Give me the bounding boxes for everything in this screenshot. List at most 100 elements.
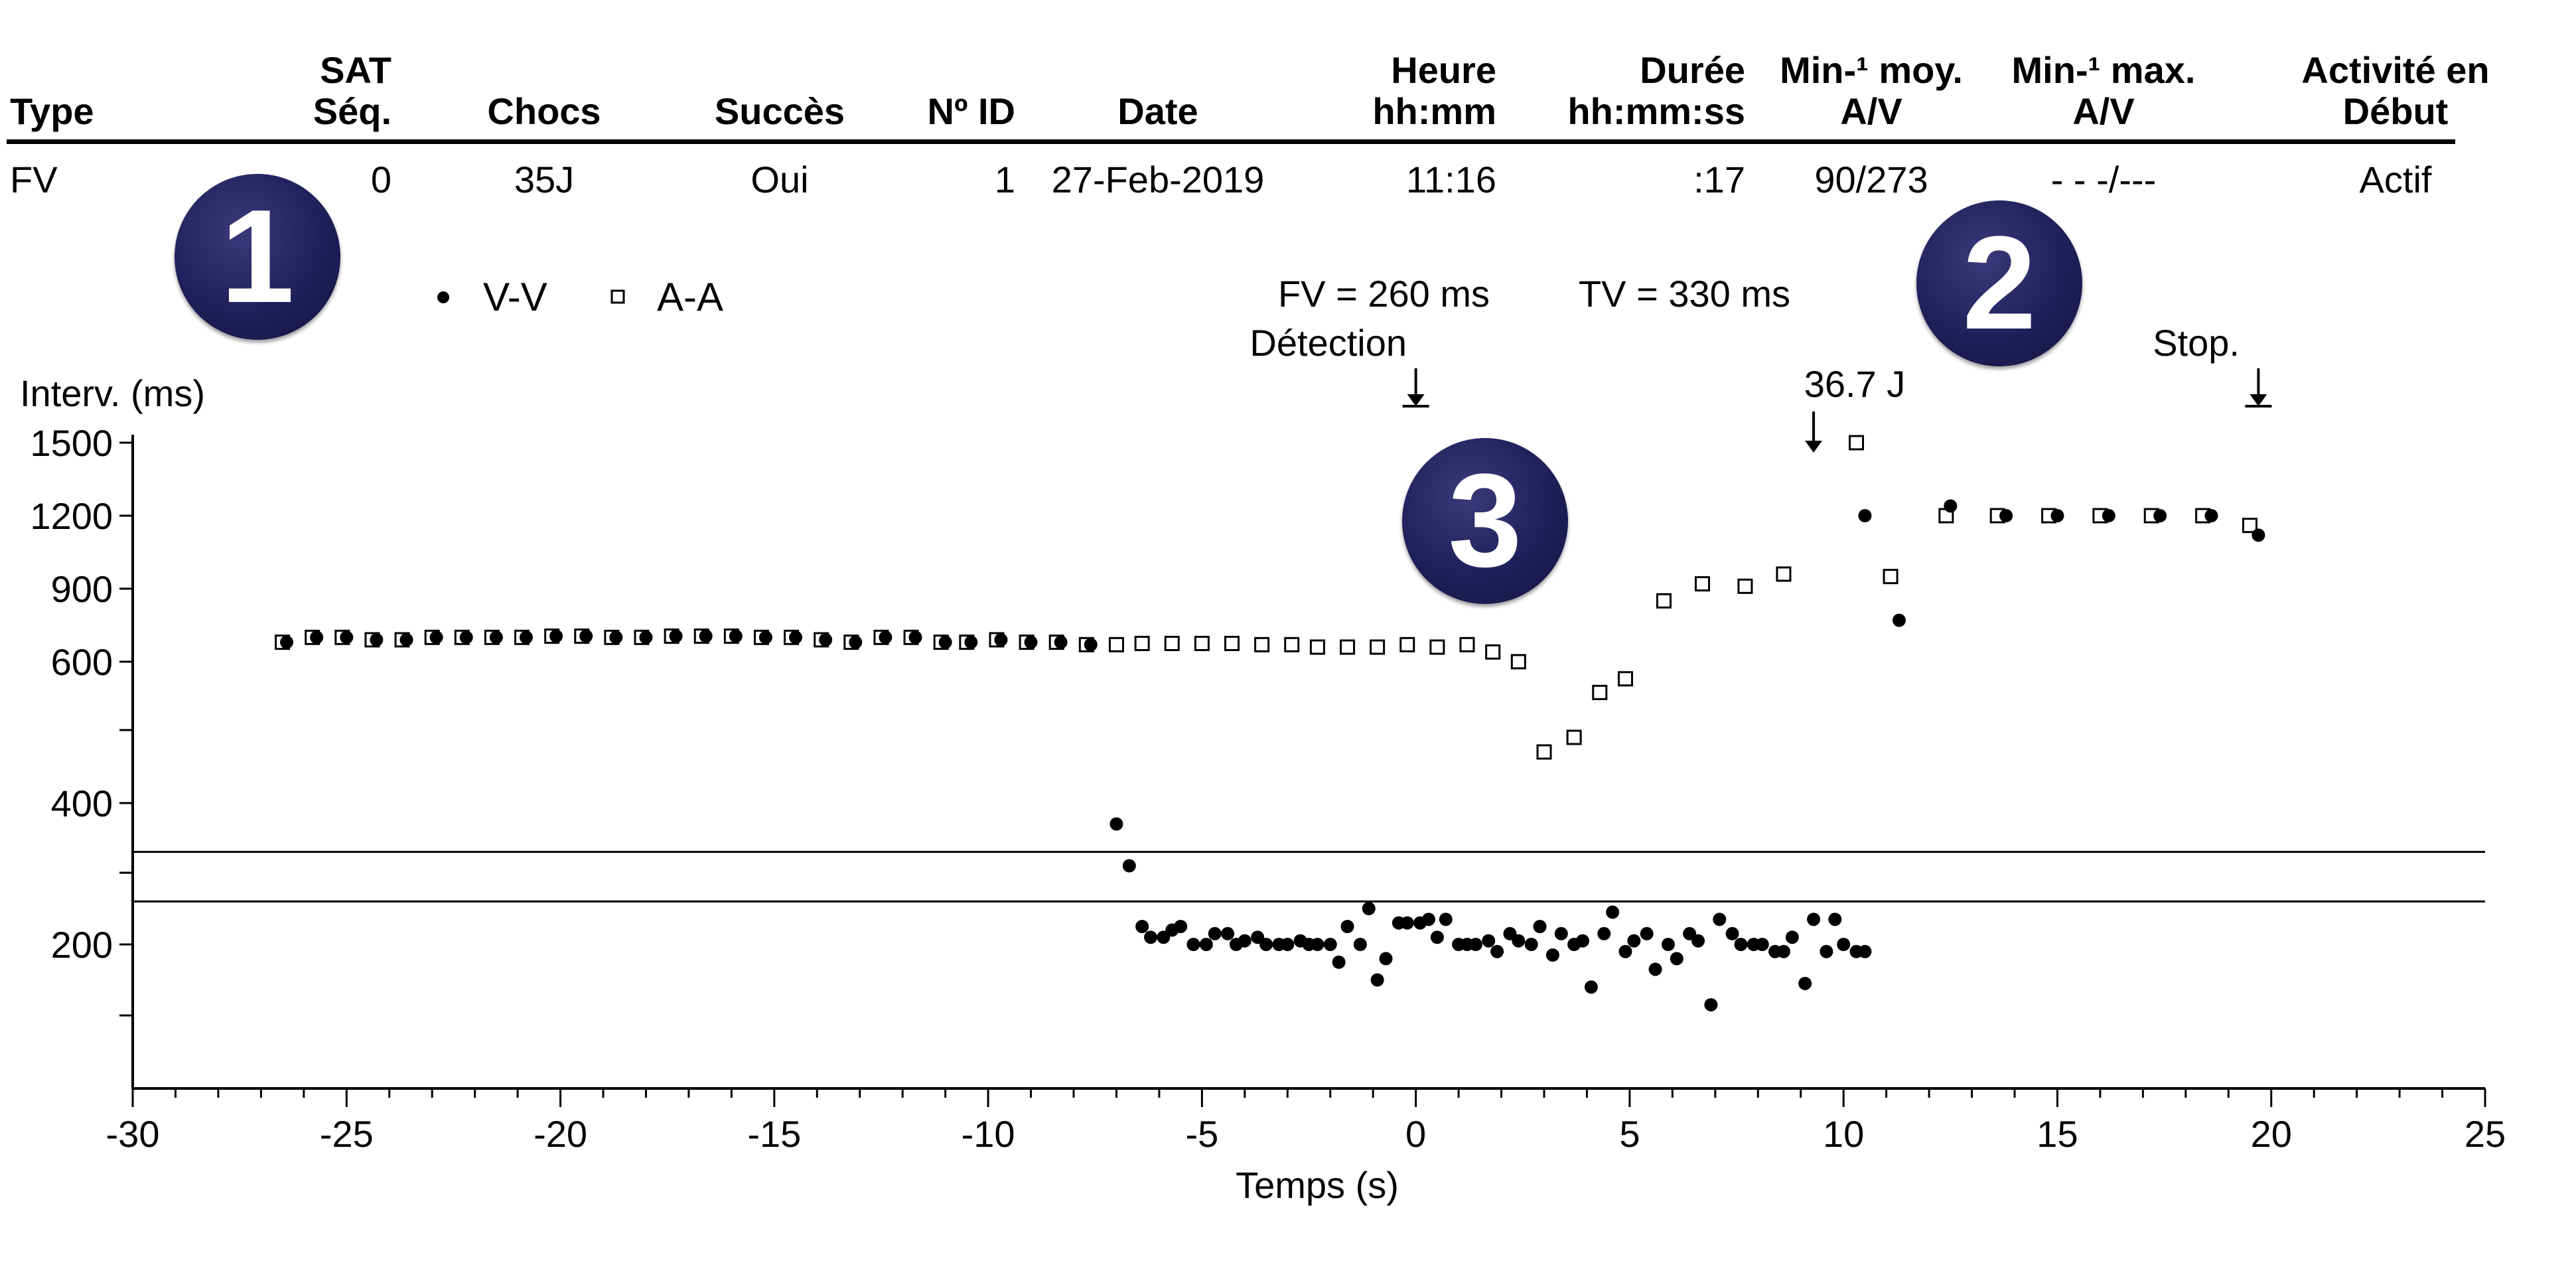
vv-point <box>2050 509 2064 522</box>
aa-point <box>1485 644 1501 660</box>
x-tick-label: -20 <box>534 1113 587 1155</box>
vv-point <box>310 631 324 644</box>
vv-point <box>519 631 533 644</box>
aa-point <box>1566 729 1582 745</box>
vv-point <box>2252 528 2265 542</box>
x-tick-label: -10 <box>962 1113 1015 1155</box>
vv-point <box>1584 980 1598 994</box>
vv-point <box>1421 913 1435 927</box>
vv-point <box>1691 934 1705 948</box>
vv-point <box>549 629 563 643</box>
vv-point <box>1144 930 1158 944</box>
header-line1: Heure <box>1391 49 1496 91</box>
vv-point <box>1379 952 1393 966</box>
vv-point <box>1332 955 1346 969</box>
vv-point <box>1597 927 1611 940</box>
aa-point <box>1536 744 1552 760</box>
vv-point <box>340 631 354 644</box>
vv-point <box>489 631 503 644</box>
vv-point <box>1892 613 1906 627</box>
vv-point <box>1482 934 1496 948</box>
x-tick-label: -30 <box>106 1113 160 1155</box>
legend-aa-label: A-A <box>657 275 723 319</box>
vv-point <box>1554 927 1568 940</box>
vv-point <box>1858 509 1872 522</box>
y-tick-label: 1200 <box>30 495 113 537</box>
table-cell: 90/273 <box>1814 159 1928 200</box>
header-line2: Chocs <box>487 90 601 132</box>
header-line2: Date <box>1117 90 1198 132</box>
aa-point <box>2242 518 2257 534</box>
vv-point <box>639 631 653 644</box>
stop-label: Stop. <box>2153 322 2240 364</box>
detection-arrow-head <box>1407 394 1425 406</box>
header-rule <box>7 139 2455 144</box>
vv-point <box>1199 938 1213 951</box>
vv-point <box>1820 944 1833 958</box>
vv-point <box>429 631 443 644</box>
badge-3: 3 <box>1402 438 1568 604</box>
x-tick-label: 15 <box>2037 1113 2078 1155</box>
vv-point <box>1606 905 1620 919</box>
vv-point <box>1798 976 1812 990</box>
vv-point <box>1024 635 1038 649</box>
shock-label: 36.7 J <box>1804 363 1906 405</box>
vv-point <box>1785 930 1799 944</box>
x-axis-label: Temps (s) <box>1236 1164 1399 1206</box>
table-cell: Actif <box>2359 159 2432 200</box>
vv-point <box>699 629 713 643</box>
badge-2: 2 <box>1916 200 2082 366</box>
x-tick-label: 20 <box>2251 1113 2292 1155</box>
vv-point <box>1618 944 1632 958</box>
x-tick-label: -25 <box>320 1113 374 1155</box>
vv-point <box>1704 998 1718 1011</box>
vv-point <box>879 631 893 644</box>
y-tick-label: 1500 <box>30 422 113 464</box>
vv-point <box>1323 938 1337 951</box>
table-cell: 1 <box>994 159 1015 200</box>
header-line2: hh:mm:ss <box>1567 90 1745 132</box>
y-axis-label: Interv. (ms) <box>20 372 205 414</box>
table-cell: 11:16 <box>1406 159 1496 200</box>
aa-point <box>1429 639 1445 655</box>
vv-point <box>1439 913 1453 927</box>
vv-point <box>1776 944 1790 958</box>
aa-point <box>1194 636 1210 651</box>
aa-point <box>1592 684 1608 700</box>
header-line2: hh:mm <box>1372 90 1496 132</box>
aa-point <box>1459 636 1475 652</box>
vv-point <box>1281 938 1295 951</box>
vv-point <box>1238 934 1252 948</box>
aa-point <box>1164 636 1180 651</box>
aa-point <box>1510 654 1526 670</box>
vv-point <box>1353 938 1367 951</box>
vv-point <box>1370 973 1384 987</box>
vv-point <box>1186 938 1200 951</box>
vv-point <box>1084 638 1098 652</box>
y-tick-label: 600 <box>51 641 113 683</box>
table-cell: 0 <box>370 159 392 200</box>
header-line2: Nº ID <box>927 90 1015 132</box>
aa-point <box>1108 636 1124 652</box>
y-tick-label: 900 <box>51 568 113 610</box>
aa-point <box>1224 636 1240 651</box>
vv-point <box>1524 938 1538 951</box>
aa-point <box>1134 636 1150 651</box>
tv-annotation: TV = 330 ms <box>1579 273 1790 315</box>
vv-point <box>789 631 803 644</box>
aa-point <box>1284 636 1300 652</box>
table-cell: - - -/--- <box>2050 159 2157 200</box>
legend-vv-marker <box>437 291 449 303</box>
vv-point <box>1648 962 1662 976</box>
legend-vv-label: V-V <box>483 275 547 319</box>
vv-point <box>1858 944 1872 958</box>
table-cell: 35J <box>514 159 575 200</box>
aa-point <box>1617 671 1633 687</box>
vv-point <box>1837 938 1851 951</box>
vv-point <box>1400 916 1414 930</box>
vv-point <box>370 633 384 646</box>
header-line1: Min-¹ max. <box>2011 49 2196 91</box>
header-line1: Durée <box>1640 49 1745 91</box>
vv-point <box>1174 920 1188 933</box>
vv-point <box>1576 934 1590 948</box>
